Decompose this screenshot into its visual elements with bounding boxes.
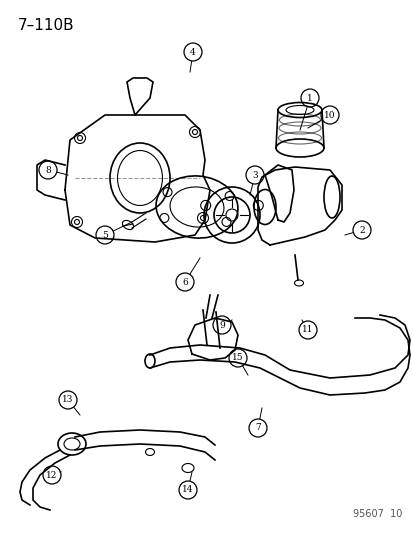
- Text: 11: 11: [301, 326, 313, 335]
- Text: 1: 1: [306, 93, 312, 102]
- Text: 13: 13: [62, 395, 74, 405]
- Text: 9: 9: [218, 320, 224, 329]
- Text: 15: 15: [232, 353, 243, 362]
- Text: 2: 2: [358, 225, 364, 235]
- Text: 6: 6: [182, 278, 188, 287]
- Text: 5: 5: [102, 230, 108, 239]
- Text: 12: 12: [46, 471, 57, 480]
- Text: 3: 3: [252, 171, 257, 180]
- Text: 95607  10: 95607 10: [352, 509, 401, 519]
- Text: 10: 10: [323, 110, 335, 119]
- Text: 4: 4: [190, 47, 195, 56]
- Text: 7–110B: 7–110B: [18, 18, 74, 33]
- Text: 8: 8: [45, 166, 51, 174]
- Text: 14: 14: [182, 486, 193, 495]
- Text: 7: 7: [254, 424, 260, 432]
